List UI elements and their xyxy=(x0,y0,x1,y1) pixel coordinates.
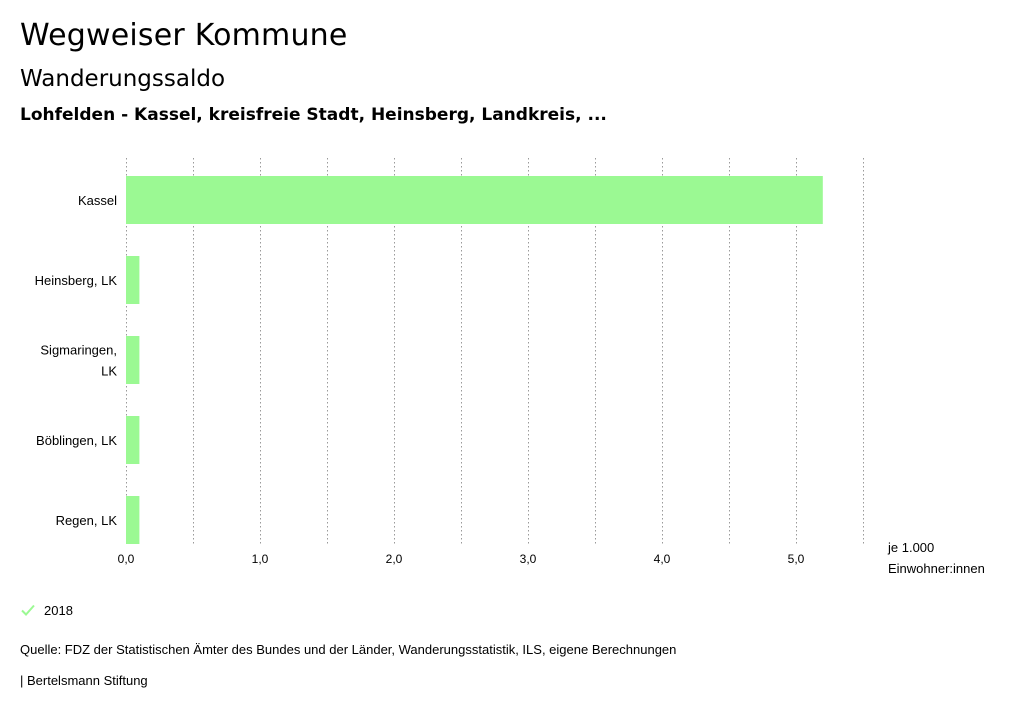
region-list: Lohfelden - Kassel, kreisfreie Stadt, He… xyxy=(20,105,607,125)
category-label: LK xyxy=(101,364,117,379)
legend[interactable]: 2018 xyxy=(20,602,73,618)
check-icon xyxy=(21,604,35,616)
bar xyxy=(126,496,140,544)
legend-label-2018: 2018 xyxy=(44,602,73,618)
category-label: Heinsberg, LK xyxy=(35,273,118,288)
category-label: Böblingen, LK xyxy=(36,433,117,448)
bar-chart: 0,0 1,0 2,0 3,0 4,0 5,0 je 1.000 Einwohner:inne… xyxy=(35,158,985,576)
x-tick-label: 1,0 xyxy=(252,552,269,566)
category-label: Kassel xyxy=(78,193,117,208)
category-label: Regen, LK xyxy=(56,513,118,528)
x-tick-label: 0,0 xyxy=(118,552,135,566)
x-axis-unit: Einwohner:innen xyxy=(888,561,985,576)
bar xyxy=(126,176,823,224)
bar xyxy=(126,336,140,384)
bar xyxy=(126,256,140,304)
x-tick-label: 5,0 xyxy=(788,552,805,566)
x-tick-label: 4,0 xyxy=(654,552,671,566)
category-label: Sigmaringen, xyxy=(40,343,117,358)
publisher-note: | Bertelsmann Stiftung xyxy=(20,673,148,688)
source-note: Quelle: FDZ der Statistischen Ämter des … xyxy=(20,642,677,657)
x-tick-label: 3,0 xyxy=(520,552,537,566)
bar xyxy=(126,416,140,464)
x-tick-label: 2,0 xyxy=(386,552,403,566)
x-axis-unit: je 1.000 xyxy=(887,540,934,555)
page-title: Wegweiser Kommune xyxy=(20,18,348,53)
chart-subtitle: Wanderungssaldo xyxy=(20,66,226,92)
